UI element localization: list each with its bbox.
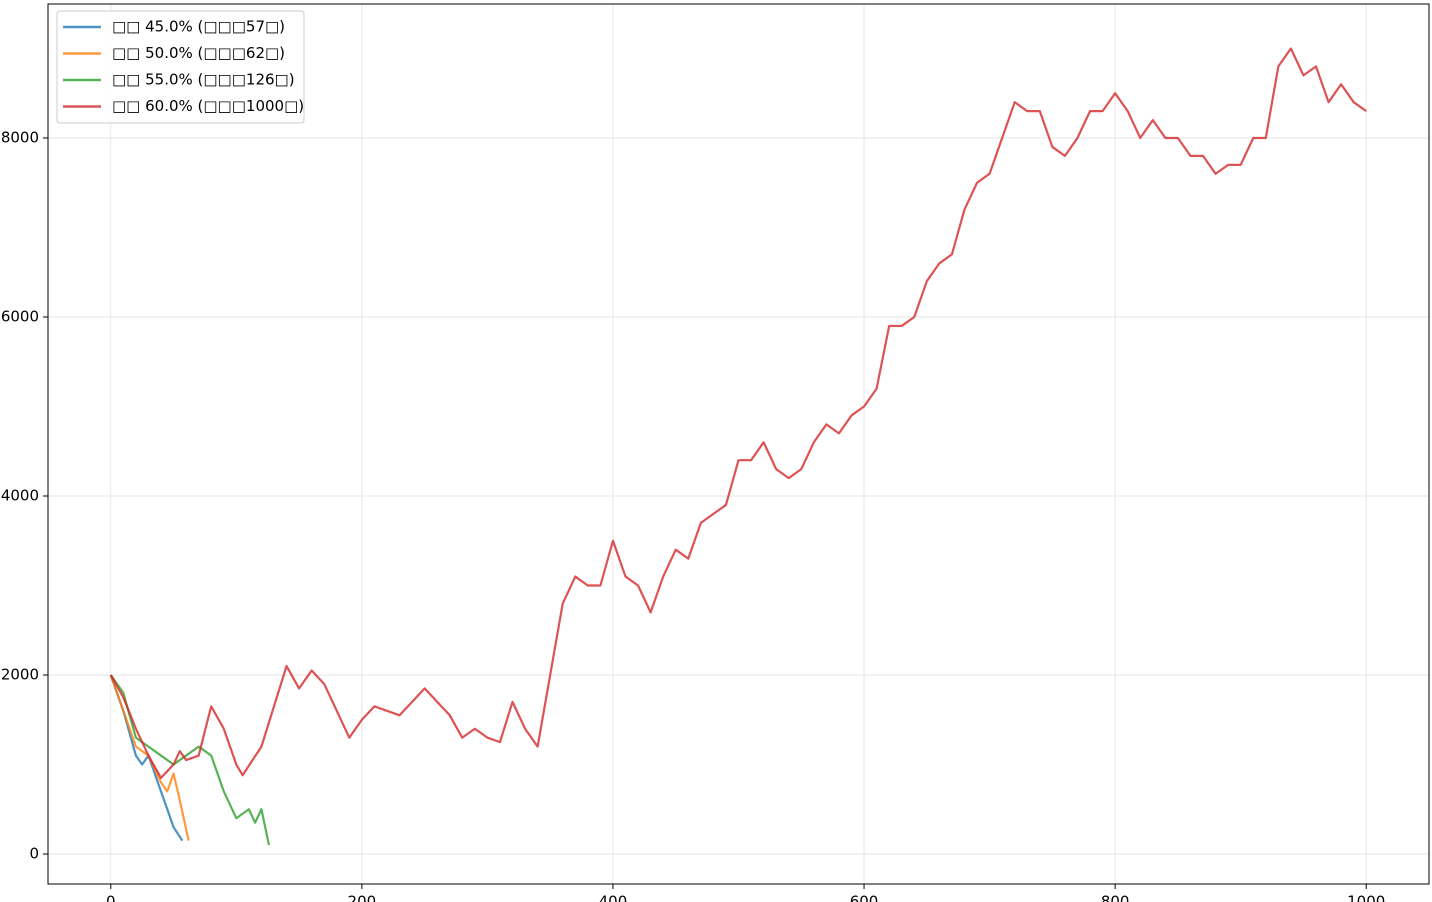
x-tick-label: 1000 xyxy=(1347,893,1385,902)
x-tick-label: 800 xyxy=(1101,893,1130,902)
line-series xyxy=(109,674,271,846)
line-series xyxy=(109,674,184,842)
legend-label: □□ 50.0% (□□□62□) xyxy=(112,44,285,62)
y-tick-label: 8000 xyxy=(1,128,39,146)
y-tick-label: 4000 xyxy=(1,487,39,505)
x-tick-label: 400 xyxy=(599,893,628,902)
x-tick-label: 600 xyxy=(850,893,879,902)
y-tick-label: 2000 xyxy=(1,666,39,684)
x-tick-label: 200 xyxy=(348,893,377,902)
legend-label: □□ 45.0% (□□□57□) xyxy=(112,18,285,36)
legend-label: □□ 60.0% (□□□1000□) xyxy=(112,97,304,115)
y-tick-label: 0 xyxy=(29,845,39,863)
x-tick-label: 0 xyxy=(106,893,116,902)
line-series xyxy=(109,47,1367,780)
legend-box xyxy=(56,10,305,124)
y-tick-label: 6000 xyxy=(1,307,39,325)
plot-frame xyxy=(47,3,1430,885)
legend-label: □□ 55.0% (□□□126□) xyxy=(112,71,295,89)
line-series xyxy=(109,674,190,841)
legend: □□ 45.0% (□□□57□) □□ 50.0% (□□□62□) □□ 55.… xyxy=(56,10,305,124)
